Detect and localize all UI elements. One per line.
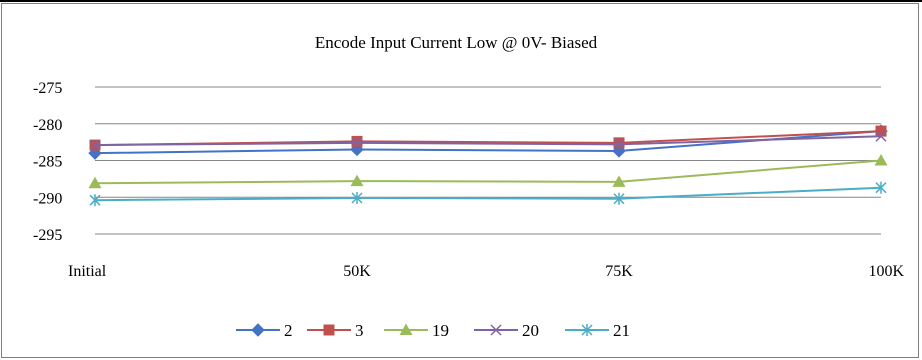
series-line [94,135,882,147]
data-point [612,175,626,187]
legend-marker [323,324,335,336]
legend-label: 2 [284,321,293,340]
legend-label: 19 [432,321,449,340]
data-point [875,130,887,142]
legend-label: 21 [613,321,630,340]
data-point [613,137,625,149]
legend: 2 3 19 20 21 [236,321,630,340]
series-line [94,159,882,185]
data-point [88,176,102,189]
x-tick-label: 100K [868,263,904,280]
x-tick-label: 50K [343,263,371,280]
legend-item-21: 21 [565,321,630,340]
data-point [351,137,363,149]
legend-item-19: 19 [384,321,449,340]
data-point [89,194,101,207]
legend-marker [490,324,502,336]
series-19 [88,154,888,189]
y-tick-label: -280 [33,117,62,134]
legend-marker [581,324,593,336]
y-tick-label: -285 [33,154,62,171]
data-point [875,181,887,194]
x-tick-labels: Initial 50K 75K 100K [68,263,904,280]
x-tick-label: Initial [68,263,107,280]
legend-marker [399,323,413,335]
x-tick-label: 75K [605,263,633,280]
data-point [350,174,364,187]
y-tick-label: -290 [33,190,62,207]
legend-item-2: 2 [236,321,293,340]
legend-item-20: 20 [474,321,539,340]
data-point [613,192,625,205]
legend-label: 20 [522,321,539,340]
series-21 [89,181,887,207]
data-point [351,135,363,147]
data-point [351,191,363,204]
series-20 [89,130,887,151]
series-line [94,186,882,202]
y-tick-label: -295 [33,227,62,244]
data-point [875,125,887,137]
y-tick-labels: -275 -280 -285 -290 -295 [33,80,62,244]
data-point [874,154,888,166]
series-3 [89,125,887,151]
y-tick-label: -275 [33,80,62,97]
gridlines [95,86,881,235]
legend-item-3: 3 [307,321,364,340]
data-point [89,139,101,151]
series-lines [88,124,888,207]
data-point [613,138,625,150]
top-border [0,0,922,2]
legend-marker [251,323,265,337]
chart-title: Encode Input Current Low @ 0V- Biased [315,33,598,52]
legend-label: 3 [355,321,364,340]
